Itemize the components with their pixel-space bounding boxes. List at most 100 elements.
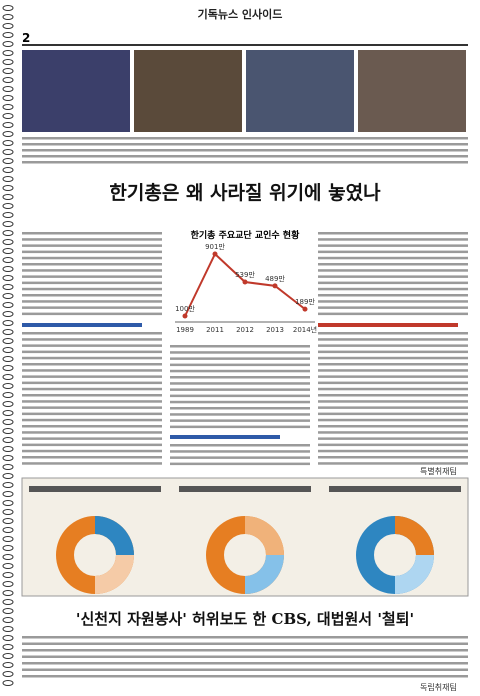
text-line: [22, 394, 162, 397]
x-tick-label: 1989: [176, 326, 194, 334]
binding-ring: [2, 131, 14, 137]
text-line: [22, 338, 162, 341]
text-line: [22, 356, 162, 360]
binding-ring: [2, 671, 14, 677]
text-line: [22, 294, 162, 297]
text-line: [22, 655, 468, 658]
line: [184, 252, 306, 317]
text-line: [170, 388, 310, 391]
donut-slice: [394, 554, 434, 594]
text-line: [318, 338, 468, 341]
binding-ring: [2, 149, 14, 155]
text-line: [22, 425, 162, 428]
binding-ring: [2, 158, 14, 164]
text-line: [318, 256, 468, 260]
text-line: [318, 418, 468, 422]
text-line: [22, 412, 162, 416]
text-line: [170, 351, 310, 354]
binding-ring: [2, 653, 14, 659]
binding-ring: [2, 176, 14, 182]
binding-ring: [2, 419, 14, 425]
byline: 독립취재팀: [420, 683, 457, 692]
value-label: 901만: [205, 242, 225, 251]
text-line: [318, 431, 468, 434]
text-line: [22, 662, 468, 665]
x-tick-label: 2012: [236, 326, 254, 334]
text-line: [22, 306, 162, 309]
binding-ring: [2, 194, 14, 200]
text-line: [22, 244, 162, 247]
text-line: [22, 238, 162, 241]
text-line: [318, 306, 468, 309]
text-line: [318, 375, 468, 378]
binding-ring: [2, 455, 14, 461]
point: [302, 306, 308, 312]
binding-ring: [2, 536, 14, 542]
binding-ring: [2, 491, 14, 497]
binding-ring: [2, 122, 14, 128]
binding-ring: [2, 320, 14, 326]
binding-ring: [2, 14, 14, 20]
text-line: [22, 431, 162, 434]
binding-ring: [2, 104, 14, 110]
text-line: [22, 143, 468, 146]
text-line: [22, 250, 162, 254]
text-line: [22, 332, 162, 335]
binding-ring: [2, 401, 14, 407]
text-line: [22, 649, 468, 652]
binding-ring: [2, 77, 14, 83]
text-line: [318, 456, 468, 459]
text-line: [22, 344, 162, 347]
text-line: [22, 449, 162, 453]
binding-ring: [2, 167, 14, 173]
binding-ring: [2, 266, 14, 272]
text-line: [22, 312, 162, 316]
photo: [246, 50, 354, 132]
binding-ring: [2, 509, 14, 515]
text-line: [22, 668, 468, 671]
binding-ring: [2, 581, 14, 587]
text-line: [22, 437, 162, 440]
value-label: 489만: [265, 274, 285, 283]
text-line: [318, 281, 468, 285]
binding-ring: [2, 437, 14, 443]
binding-ring: [2, 23, 14, 29]
subhead: [22, 323, 142, 327]
text-line: [170, 345, 310, 348]
binding-ring: [2, 5, 14, 11]
text-line: [318, 449, 468, 453]
text-line: [170, 450, 310, 453]
text-line: [318, 294, 468, 297]
page-number: 2: [22, 31, 31, 45]
rule: [22, 44, 468, 46]
text-line: [318, 312, 468, 316]
binding-ring: [2, 662, 14, 668]
text-line: [170, 369, 310, 373]
text-line: [22, 675, 468, 678]
binding-ring: [2, 680, 14, 686]
value-label: 189만: [295, 297, 315, 306]
text-line: [170, 425, 310, 429]
text-line: [318, 263, 468, 266]
text-line: [22, 161, 468, 164]
binding-ring: [2, 572, 14, 578]
text-line: [22, 263, 162, 266]
binding-ring: [2, 203, 14, 209]
photo: [22, 50, 130, 132]
binding-ring: [2, 554, 14, 560]
panel-title: [329, 486, 461, 492]
text-line: [22, 137, 468, 140]
binding-ring: [2, 635, 14, 641]
binding-ring: [2, 329, 14, 335]
binding-ring: [2, 347, 14, 353]
text-line: [318, 387, 468, 391]
text-line: [22, 256, 162, 260]
text-line: [318, 269, 468, 272]
binding-ring: [2, 392, 14, 398]
photo: [358, 50, 466, 132]
x-tick-label: 2013: [266, 326, 284, 334]
binding-ring: [2, 230, 14, 236]
headline: '신천지 자원봉사' 허위보도 한 CBS, 대법원서 '철퇴': [75, 610, 415, 628]
binding-ring: [2, 41, 14, 47]
binding-ring: [2, 239, 14, 245]
